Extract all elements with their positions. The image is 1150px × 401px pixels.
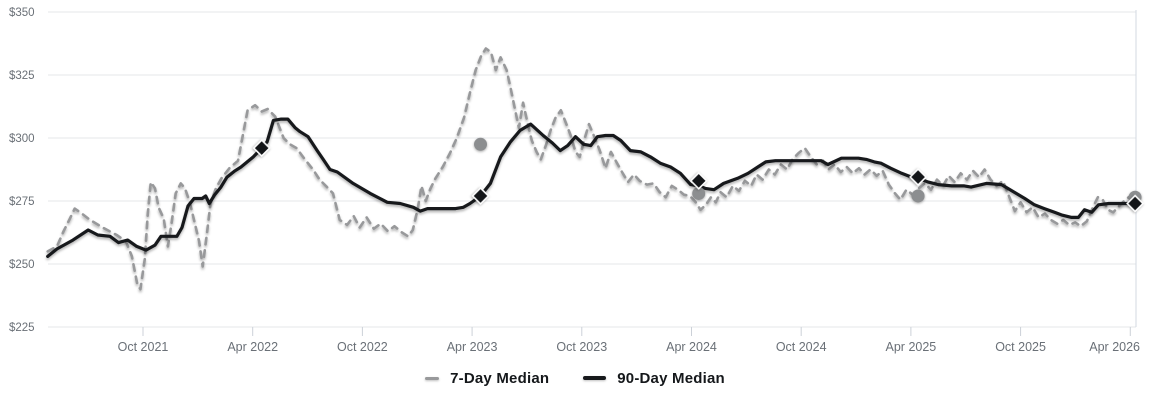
legend-label-90-day-median: 90-Day Median bbox=[617, 369, 725, 387]
x-axis-tick-label: Oct 2024 bbox=[776, 340, 827, 354]
x-axis-tick-label: Oct 2025 bbox=[995, 340, 1046, 354]
x-axis-tick-label: Oct 2021 bbox=[118, 340, 169, 354]
y-axis-tick-label: $350 bbox=[9, 7, 35, 19]
annual-marker-circle-7-day bbox=[474, 137, 488, 151]
x-axis-tick-label: Oct 2023 bbox=[556, 340, 607, 354]
dashed-line-swatch-icon bbox=[425, 376, 440, 380]
legend-item-7-day-median[interactable]: 7-Day Median bbox=[425, 370, 549, 387]
annual-marker-diamond-90-day bbox=[909, 168, 928, 187]
chart-legend: 7-Day Median 90-Day Median bbox=[0, 358, 1150, 398]
series-line-90-day-median bbox=[46, 117, 1138, 258]
y-axis-tick-label: $250 bbox=[9, 259, 35, 271]
y-axis-tick-label: $300 bbox=[9, 133, 35, 145]
solid-line-swatch-icon bbox=[583, 376, 607, 380]
legend-item-90-day-median[interactable]: 90-Day Median bbox=[583, 370, 725, 387]
annual-marker-diamond-90-day bbox=[471, 186, 490, 206]
x-axis-tick-label: Apr 2023 bbox=[447, 340, 498, 354]
legend-label-7-day-median: 7-Day Median bbox=[450, 369, 550, 387]
x-axis-tick-label: Apr 2026 bbox=[1089, 340, 1140, 354]
y-axis-tick-label: $225 bbox=[9, 322, 35, 334]
x-axis-tick-label: Apr 2024 bbox=[666, 340, 717, 354]
annual-marker-diamond-90-day bbox=[689, 171, 708, 190]
annual-marker-diamond-90-day bbox=[252, 139, 271, 158]
series-line-7-day-median bbox=[46, 47, 1138, 291]
x-axis-tick-label: Oct 2022 bbox=[337, 340, 388, 354]
x-axis-tick-label: Apr 2022 bbox=[227, 340, 278, 354]
price-chart-plot-area: $350 $325 $300 $275 $250 $225 Oct 2021 Apr 2022… bbox=[9, 7, 1145, 354]
annual-marker-diamond-90-day bbox=[1126, 194, 1145, 213]
annual-marker-circle-7-day bbox=[692, 186, 706, 200]
y-axis-tick-label: $275 bbox=[9, 196, 35, 208]
y-axis-tick-label: $325 bbox=[9, 70, 35, 82]
annual-marker-circle-7-day bbox=[911, 189, 925, 203]
x-axis-tick-label: Apr 2025 bbox=[886, 340, 937, 354]
